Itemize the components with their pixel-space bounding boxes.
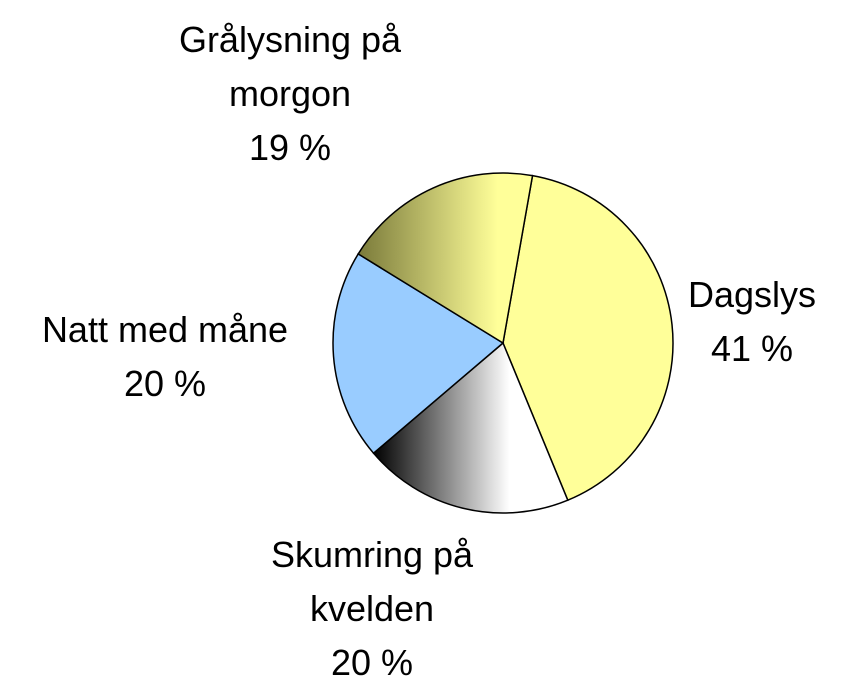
value-label: 20 %	[123, 363, 207, 404]
pie-slice	[502, 174, 674, 502]
pie-slice	[372, 341, 569, 514]
value-label: 20 %	[330, 642, 414, 683]
slice-label: Skumring på kvelden 20 %	[232, 528, 512, 690]
pie-slice	[332, 252, 505, 455]
category-label: Grålysning på morgon	[178, 19, 402, 114]
slice-label: Natt med måne 20 %	[0, 303, 335, 411]
value-label: 41 %	[710, 328, 794, 369]
slice-label: Dagslys 41 %	[652, 268, 852, 376]
category-label: Natt med måne	[41, 309, 289, 350]
pie-slice	[357, 172, 534, 345]
category-label: Skumring på kvelden	[270, 534, 474, 629]
category-label: Dagslys	[687, 274, 817, 315]
slice-label: Grålysning på morgon 19 %	[140, 13, 440, 175]
value-label: 19 %	[248, 127, 332, 168]
